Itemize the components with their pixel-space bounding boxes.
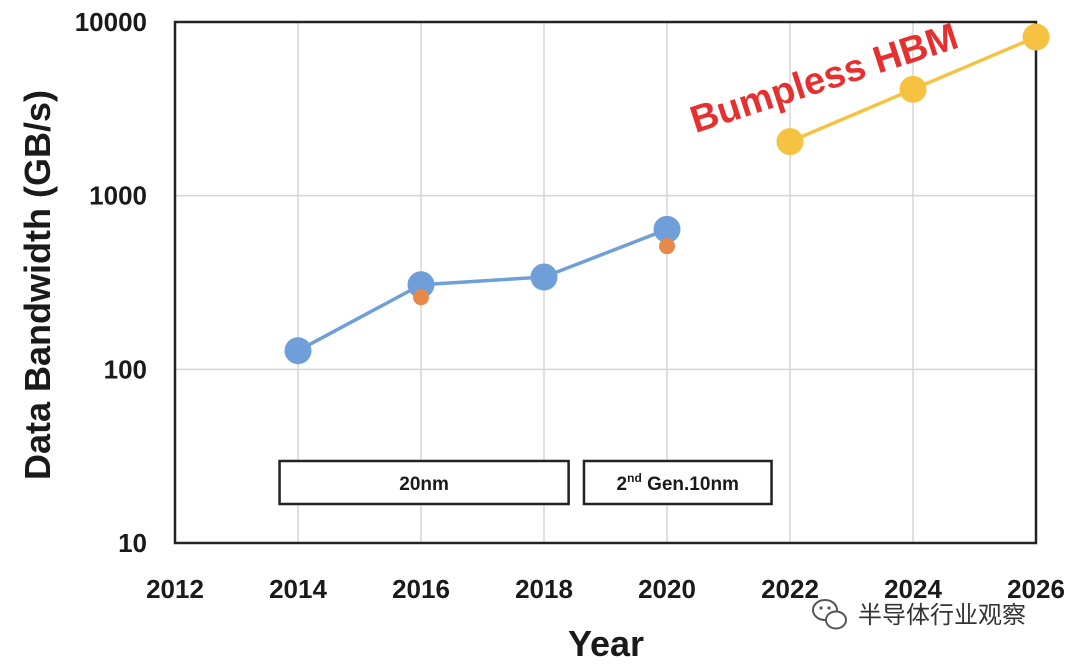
x-axis-title: Year — [568, 623, 644, 664]
series-2 — [413, 238, 675, 306]
series-1-point-1 — [284, 337, 312, 365]
y-tick-label: 1000 — [89, 181, 147, 211]
series-1-point-2 — [407, 271, 435, 299]
node-boxes: 20nm 2nd Gen.10nm — [278, 459, 773, 506]
x-tick-label: 2022 — [761, 574, 819, 604]
series-layer — [284, 23, 1050, 365]
bumpless-hbm-callout: Bumpless HBM — [685, 16, 963, 142]
series-3 — [776, 23, 1050, 156]
node-box-20nm — [278, 459, 570, 506]
x-tick-label: 2018 — [515, 574, 573, 604]
y-tick-label: 10 — [118, 528, 147, 558]
watermark: 半导体行业观察 — [812, 599, 1026, 630]
node-box-10nm-label-rest: Gen.10nm — [642, 474, 739, 495]
node-box-10nm-label: 2nd Gen.10nm — [617, 471, 739, 495]
node-box-10nm — [582, 459, 773, 506]
y-tick-label: 10000 — [75, 7, 147, 37]
series-1 — [284, 215, 681, 365]
x-tick-label: 2020 — [638, 574, 696, 604]
series-1-point-3 — [530, 263, 558, 291]
series-3-point-3 — [1022, 23, 1050, 51]
y-axis-title: Data Bandwidth (GB/s) — [17, 90, 58, 480]
series-1-point-4 — [653, 215, 681, 243]
x-tick-label: 2026 — [1007, 574, 1065, 604]
y-tick-labels: 10 100 1000 10000 — [75, 7, 147, 558]
watermark-text: 半导体行业观察 — [858, 601, 1026, 629]
node-box-20nm-label: 20nm — [399, 474, 449, 495]
grid — [175, 22, 1036, 543]
series-2-point-2 — [659, 238, 675, 255]
x-tick-labels: 2012 2014 2016 2018 2020 2022 2024 2026 — [146, 574, 1065, 604]
node-box-10nm-label-sup: nd — [627, 471, 642, 485]
series-3-point-1 — [776, 128, 804, 156]
wechat-icon — [812, 599, 847, 630]
x-tick-label: 2012 — [146, 574, 204, 604]
series-1-line — [297, 227, 668, 353]
plot-frame — [173, 20, 1038, 545]
node-box-10nm-label-main: 2 — [617, 474, 628, 495]
x-tick-label: 2024 — [884, 574, 942, 604]
x-tick-label: 2014 — [269, 574, 327, 604]
y-tick-label: 100 — [104, 354, 147, 384]
series-3-point-2 — [899, 75, 927, 103]
series-2-point-1 — [413, 289, 429, 306]
x-tick-label: 2016 — [392, 574, 450, 604]
